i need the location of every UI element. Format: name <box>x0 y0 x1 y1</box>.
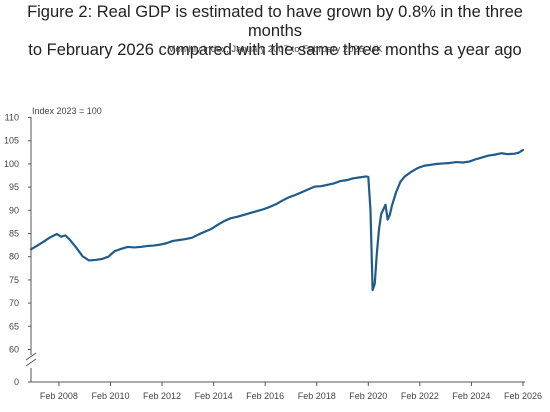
x-tick-label: Feb 2018 <box>298 391 336 401</box>
y-tick-label: 85 <box>9 229 19 239</box>
x-tick-label: Feb 2010 <box>91 391 129 401</box>
x-tick-label: Feb 2020 <box>349 391 387 401</box>
x-tick-label: Feb 2012 <box>143 391 181 401</box>
y-tick-label: 75 <box>9 275 19 285</box>
gdp-series-line <box>29 148 525 292</box>
axis-break-marker <box>25 352 37 367</box>
chart-title-line-1: Figure 2: Real GDP is estimated to have … <box>27 3 523 40</box>
y-tick-label: 90 <box>9 205 19 215</box>
y-tick-label: 110 <box>5 113 19 123</box>
x-tick-label: Feb 2014 <box>195 391 233 401</box>
y-tick-label: 0 <box>14 377 19 387</box>
x-tick-label: Feb 2022 <box>401 391 439 401</box>
y-tick-label: 80 <box>9 252 19 262</box>
x-tick-label: Feb 2024 <box>452 391 490 401</box>
y-tick-label: 65 <box>9 321 19 331</box>
chart-title: Figure 2: Real GDP is estimated to have … <box>0 3 550 60</box>
y-tick-label: 100 <box>4 159 19 169</box>
y-unit-label: Index 2023 = 100 <box>32 106 102 116</box>
x-tick-label: Feb 2016 <box>246 391 284 401</box>
y-tick-label: 95 <box>9 182 19 192</box>
y-tick-label: 60 <box>9 345 19 355</box>
y-tick-label: 105 <box>4 136 19 146</box>
chart-subtitle: Monthly index, January 2007 to February … <box>167 44 383 55</box>
x-tick-label: Feb 2008 <box>40 391 78 401</box>
y-tick-label: 70 <box>9 298 19 308</box>
chart-title-line-2: to February 2026 compared with the same … <box>28 41 522 59</box>
plot-area <box>29 148 525 292</box>
x-tick-label: Feb 2026 <box>504 391 542 401</box>
chart-axes: Index 2023 = 100 0 60 65 70 75 80 85 90 95 100 105 1… <box>4 106 542 401</box>
